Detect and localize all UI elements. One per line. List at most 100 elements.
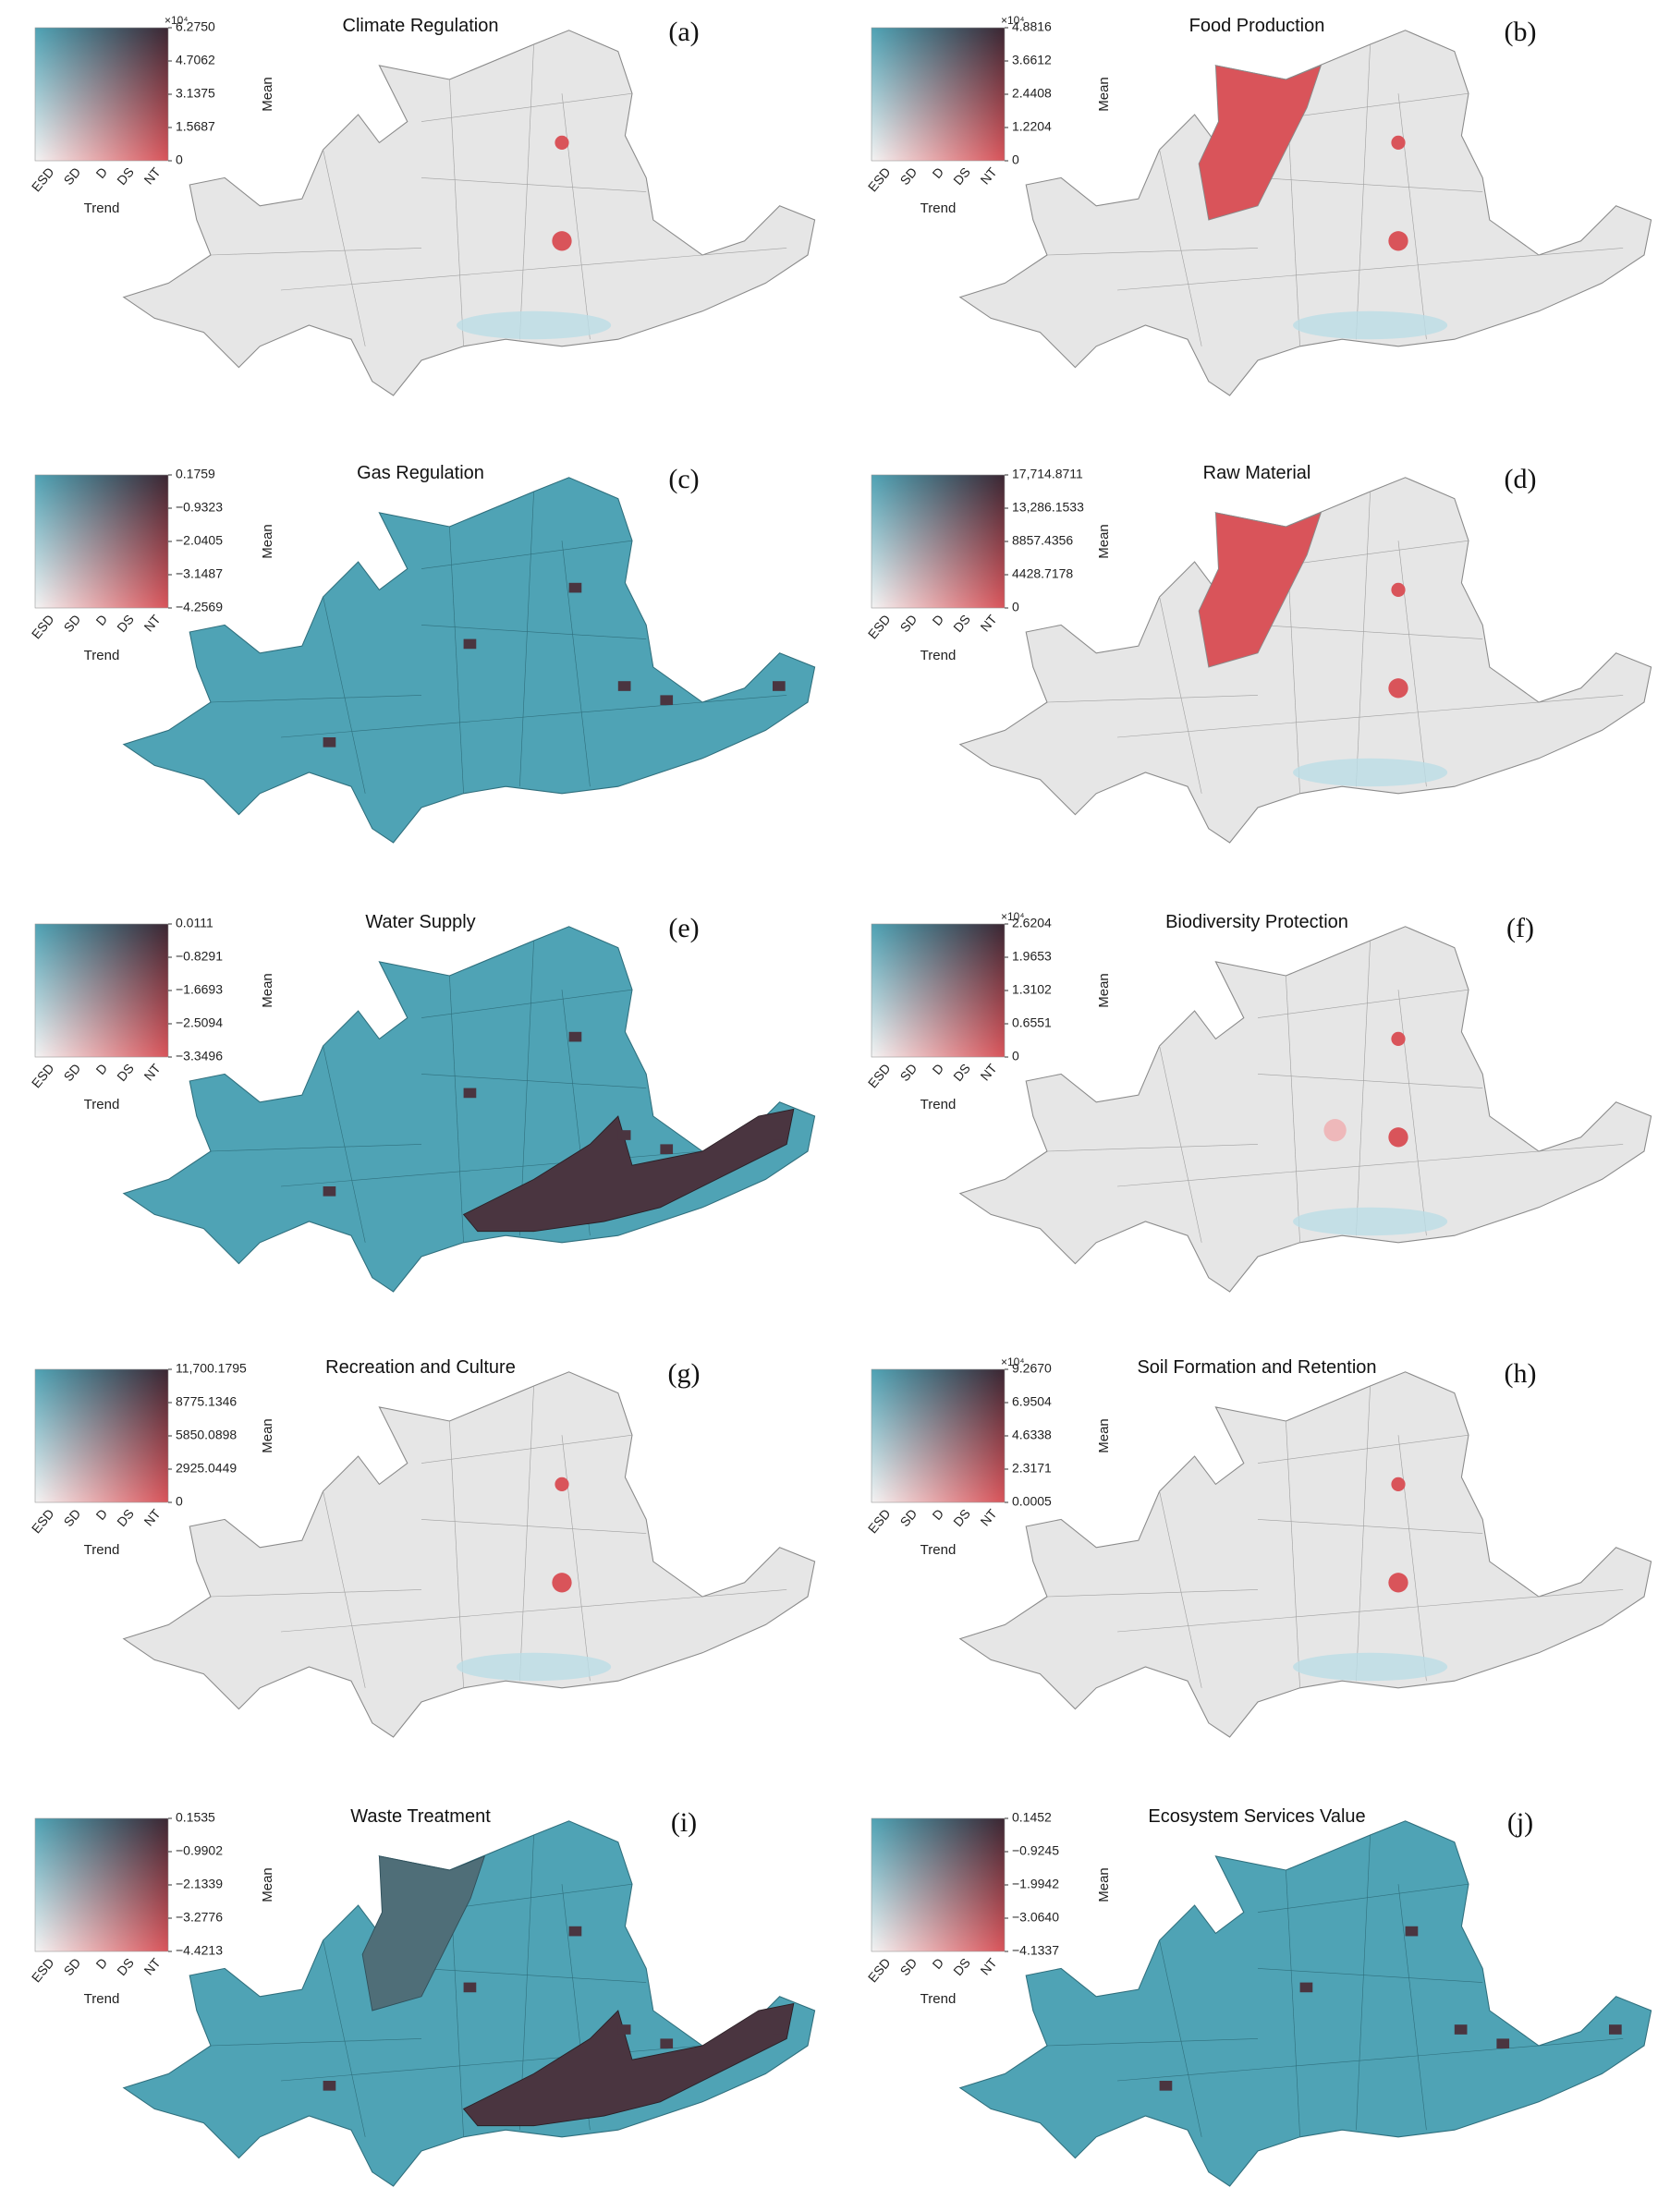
- trend-tick-label: D: [92, 1506, 110, 1523]
- region: [660, 2038, 674, 2049]
- region: [660, 695, 674, 706]
- mean-tick-label: −4.2569: [176, 600, 223, 614]
- map: [122, 1371, 816, 1738]
- boundary: [1356, 43, 1371, 340]
- panel: 0.1535 −0.9902 −2.1339 −3.2776 −4.4213 Mean ES…: [29, 1806, 816, 2187]
- boundary: [280, 1589, 787, 1633]
- boundary: [210, 248, 422, 256]
- mean-tick-label: −4.4213: [176, 1943, 223, 1958]
- boundary: [210, 2038, 422, 2047]
- trend-tick-label: SD: [897, 1955, 920, 1978]
- boundary: [421, 540, 633, 569]
- trend-label: Trend: [920, 1097, 957, 1112]
- mean-tick-label: 0: [1012, 1049, 1019, 1063]
- trend-tick-label: ESD: [29, 164, 57, 194]
- boundary: [519, 491, 534, 787]
- trend-tick-label: NT: [977, 1061, 1000, 1084]
- legend-top: [35, 28, 168, 161]
- trend-label: Trend: [84, 1991, 120, 2007]
- boundary: [1397, 541, 1427, 787]
- boundary: [1257, 989, 1469, 1018]
- region: [1159, 2081, 1173, 2091]
- region: [1609, 2024, 1622, 2035]
- mean-label: Mean: [1096, 77, 1112, 112]
- boundary: [449, 526, 464, 794]
- region: [568, 582, 582, 593]
- mean-tick-label: 0: [176, 152, 183, 167]
- panel: 0.1452 −0.9245 −1.9942 −3.0640 −4.1337 Mean ES…: [865, 1806, 1652, 2187]
- mean-tick-label: −1.9942: [1012, 1877, 1059, 1891]
- mean-tick-label: 1.3102: [1012, 982, 1052, 997]
- boundary: [421, 1519, 647, 1534]
- trend-tick-label: D: [929, 1061, 946, 1077]
- trend-tick-label: DS: [950, 1955, 973, 1978]
- region: [617, 1130, 631, 1140]
- boundary: [1116, 1144, 1624, 1187]
- legend-top: [872, 1818, 1005, 1951]
- mean-tick-label: 2925.0449: [176, 1461, 237, 1476]
- trend-tick-label: NT: [977, 1506, 1000, 1529]
- boundary: [421, 1968, 647, 1983]
- boundary: [1257, 1074, 1483, 1088]
- mean-tick-label: 2.3171: [1012, 1461, 1052, 1476]
- region: [1454, 2024, 1468, 2035]
- boundary: [421, 625, 647, 639]
- mean-tick-label: 0.1535: [176, 1810, 215, 1825]
- basin: [122, 477, 816, 844]
- mean-label: Mean: [1096, 524, 1112, 559]
- trend-label: Trend: [920, 1542, 957, 1558]
- panel-title: Food Production: [1189, 16, 1325, 36]
- trend-tick-label: ESD: [865, 164, 894, 194]
- boundary: [1046, 1144, 1259, 1152]
- region: [323, 2081, 336, 2091]
- region: [1388, 678, 1408, 699]
- boundary: [1159, 1939, 1202, 2137]
- map: [122, 926, 816, 1293]
- panel-label: (e): [668, 913, 699, 943]
- region: [617, 681, 631, 691]
- trend-tick-label: DS: [114, 612, 137, 635]
- region: [323, 1186, 336, 1197]
- boundary: [561, 93, 591, 340]
- mean-tick-label: 0: [1012, 600, 1019, 614]
- mean-tick-label: 3.1375: [176, 86, 215, 101]
- mean-tick-label: 4428.7178: [1012, 566, 1073, 581]
- boundary: [1286, 1420, 1300, 1688]
- mean-tick-label: 2.6204: [1012, 916, 1052, 930]
- boundary: [1356, 1834, 1371, 2131]
- mean-tick-label: 0.1452: [1012, 1810, 1052, 1825]
- legend-top: [35, 924, 168, 1057]
- mean-tick-label: −1.6693: [176, 982, 223, 997]
- trend-tick-label: DS: [114, 1061, 137, 1084]
- trend-tick-label: DS: [950, 1506, 973, 1529]
- boundary: [210, 1589, 422, 1598]
- trend-tick-label: D: [929, 164, 946, 181]
- region: [568, 1031, 582, 1042]
- basin: [122, 30, 816, 396]
- mean-tick-label: 11,700.1795: [176, 1361, 247, 1376]
- mean-label: Mean: [260, 1418, 275, 1453]
- boundary: [1159, 1045, 1202, 1243]
- region: [1293, 1652, 1448, 1682]
- legend-top: [872, 1369, 1005, 1502]
- region: [1293, 758, 1448, 787]
- trend-tick-label: NT: [140, 1955, 164, 1978]
- boundary: [1257, 1968, 1483, 1983]
- map: [122, 1820, 816, 2187]
- mean-label: Mean: [260, 1867, 275, 1902]
- mean-label: Mean: [1096, 973, 1112, 1008]
- trend-tick-label: ESD: [865, 612, 894, 641]
- boundary: [449, 975, 464, 1243]
- trend-tick-label: NT: [977, 1955, 1000, 1978]
- boundary: [1356, 491, 1371, 787]
- mean-tick-label: −0.9323: [176, 500, 223, 515]
- map: [959, 926, 1652, 1293]
- region: [457, 310, 612, 340]
- mean-tick-label: 2.4408: [1012, 86, 1052, 101]
- boundary: [1046, 248, 1259, 256]
- basin: [959, 1371, 1652, 1738]
- trend-tick-label: NT: [140, 612, 164, 635]
- region: [323, 737, 336, 747]
